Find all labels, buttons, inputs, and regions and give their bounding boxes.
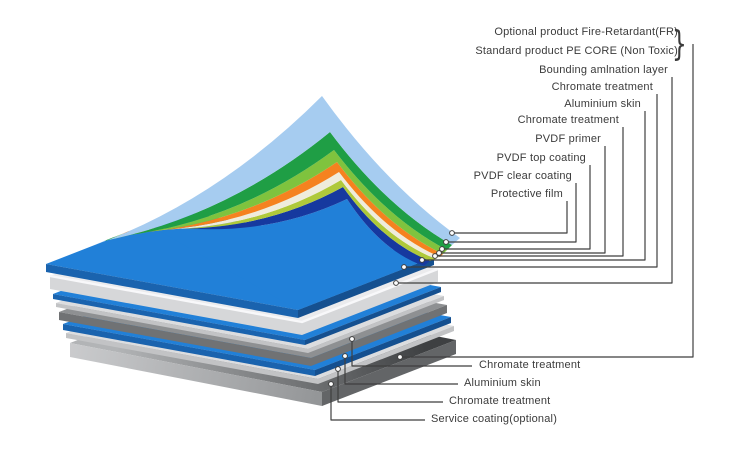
label-optional-fire-retardant: Optional product Fire-Retardant(FR) (494, 26, 678, 38)
label-bounding-lamination: Bounding amlnation layer (539, 64, 668, 76)
label-service-coating: Service coating(optional) (431, 413, 558, 425)
label-pvdf-primer: PVDF primer (535, 133, 601, 145)
label-bottom-chromate-1: Chromate treatment (479, 359, 581, 371)
layer-pvdf-primer-sheet (122, 162, 443, 257)
layer-chromate-lime-sheet (135, 180, 436, 261)
layer-chromate-blue-slab (46, 199, 434, 318)
leader-lines (328, 44, 694, 421)
label-protective-film: Protective film (490, 188, 563, 200)
label-standard-pe-core: Standard product PE CORE (Non Toxic) (475, 45, 678, 57)
layer-pvdf-top-coating-sheet (114, 150, 447, 254)
label-bottom-aluminium: Aluminium skin (464, 377, 541, 389)
layer-aluminium-skin-sheet-navy (141, 187, 430, 266)
layer-pvdf-clear-coating-sheet (104, 132, 452, 250)
label-aluminium-skin-top: Aluminium skin (564, 98, 641, 110)
label-chromate-treatment-1: Chromate treatment (551, 81, 653, 93)
label-chromate-treatment-2: Chromate treatment (517, 114, 619, 126)
layer-cream-sheet (129, 172, 440, 259)
label-bottom-chromate-2: Chromate treatment (449, 395, 551, 407)
label-pvdf-clear-coating: PVDF clear coating (473, 170, 572, 182)
label-pvdf-top-coating: PVDF top coating (496, 152, 586, 164)
layer-protective-film-sheet (92, 96, 460, 246)
core-brace: } (672, 24, 687, 65)
